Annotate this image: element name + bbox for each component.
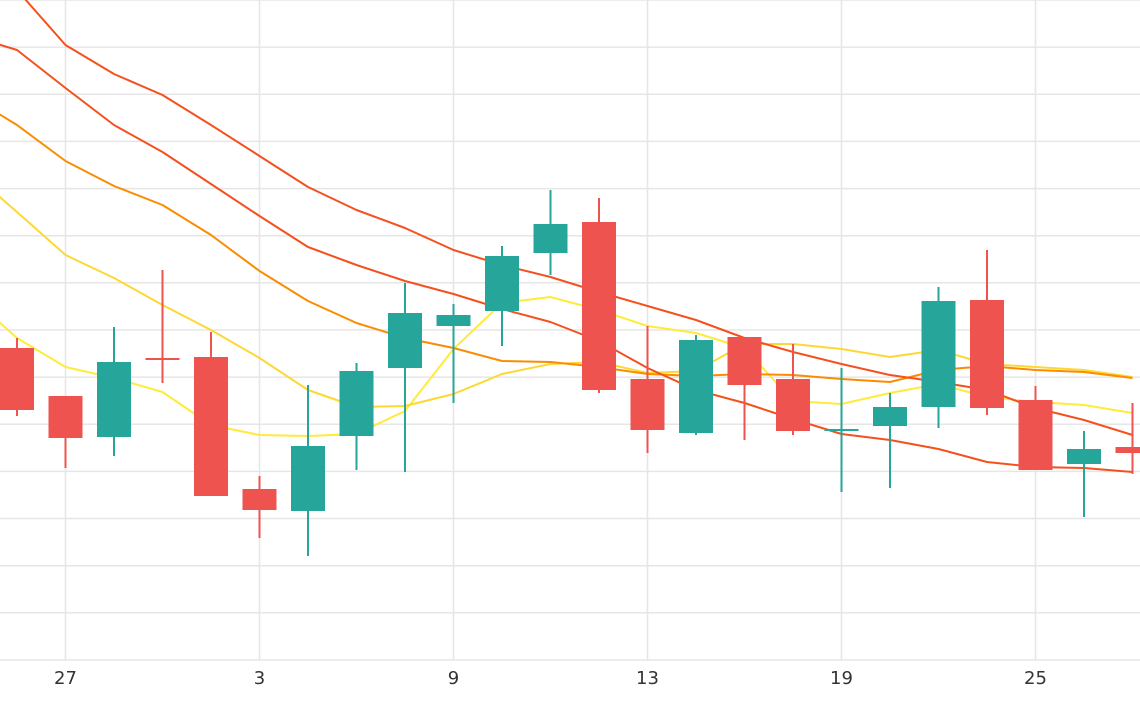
candle bbox=[533, 190, 568, 275]
candle-body bbox=[436, 315, 471, 326]
x-tick-label: 13 bbox=[636, 668, 659, 689]
candle-body bbox=[776, 379, 810, 431]
candle bbox=[727, 337, 762, 440]
candle bbox=[630, 326, 665, 453]
candle-body bbox=[921, 301, 956, 407]
candle-body bbox=[388, 313, 422, 368]
candle-body bbox=[824, 429, 859, 431]
candle bbox=[339, 363, 374, 470]
candle-body bbox=[339, 371, 374, 436]
candle bbox=[679, 335, 713, 435]
candle-body bbox=[630, 379, 665, 430]
candles bbox=[0, 190, 1140, 556]
candle bbox=[485, 246, 519, 346]
x-tick-label: 3 bbox=[254, 668, 265, 689]
candle-body bbox=[48, 396, 83, 438]
candle bbox=[48, 396, 83, 468]
candle bbox=[1018, 386, 1053, 470]
candle bbox=[97, 327, 131, 456]
candle bbox=[873, 393, 907, 488]
candle bbox=[0, 338, 34, 416]
candle-body bbox=[970, 300, 1004, 408]
candle bbox=[145, 270, 180, 383]
candle bbox=[1067, 431, 1101, 517]
x-tick-label: 27 bbox=[54, 668, 77, 689]
candle bbox=[291, 385, 325, 556]
candle-body bbox=[291, 446, 325, 511]
x-tick-label: 25 bbox=[1024, 668, 1047, 689]
moving-average-line-5 bbox=[24, 0, 1133, 436]
x-tick-label: 9 bbox=[448, 668, 459, 689]
candle bbox=[242, 476, 277, 538]
candle-body bbox=[97, 362, 131, 437]
x-axis-tick-labels: 27 3 9 13 19 25 bbox=[54, 668, 1047, 689]
candle-body bbox=[679, 340, 713, 433]
candle bbox=[921, 287, 956, 428]
candle-body bbox=[727, 337, 762, 385]
candle bbox=[824, 368, 859, 492]
candle-body bbox=[0, 348, 34, 410]
candle bbox=[776, 344, 810, 435]
candle bbox=[970, 250, 1004, 415]
candle bbox=[436, 304, 471, 403]
candle-body bbox=[145, 358, 180, 360]
candle bbox=[388, 283, 422, 472]
moving-average-line-4 bbox=[0, 43, 1133, 473]
candle bbox=[194, 332, 228, 496]
candle-body bbox=[873, 407, 907, 426]
candle-body bbox=[485, 256, 519, 311]
candle-body bbox=[1018, 400, 1053, 470]
candle-body bbox=[1115, 447, 1140, 453]
x-tick-label: 19 bbox=[830, 668, 853, 689]
candle bbox=[1115, 403, 1140, 474]
candle-body bbox=[533, 224, 568, 253]
candle-body bbox=[582, 222, 616, 390]
candle-body bbox=[1067, 449, 1101, 464]
candle-body bbox=[242, 489, 277, 510]
candle bbox=[582, 198, 616, 393]
candle-body bbox=[194, 357, 228, 496]
